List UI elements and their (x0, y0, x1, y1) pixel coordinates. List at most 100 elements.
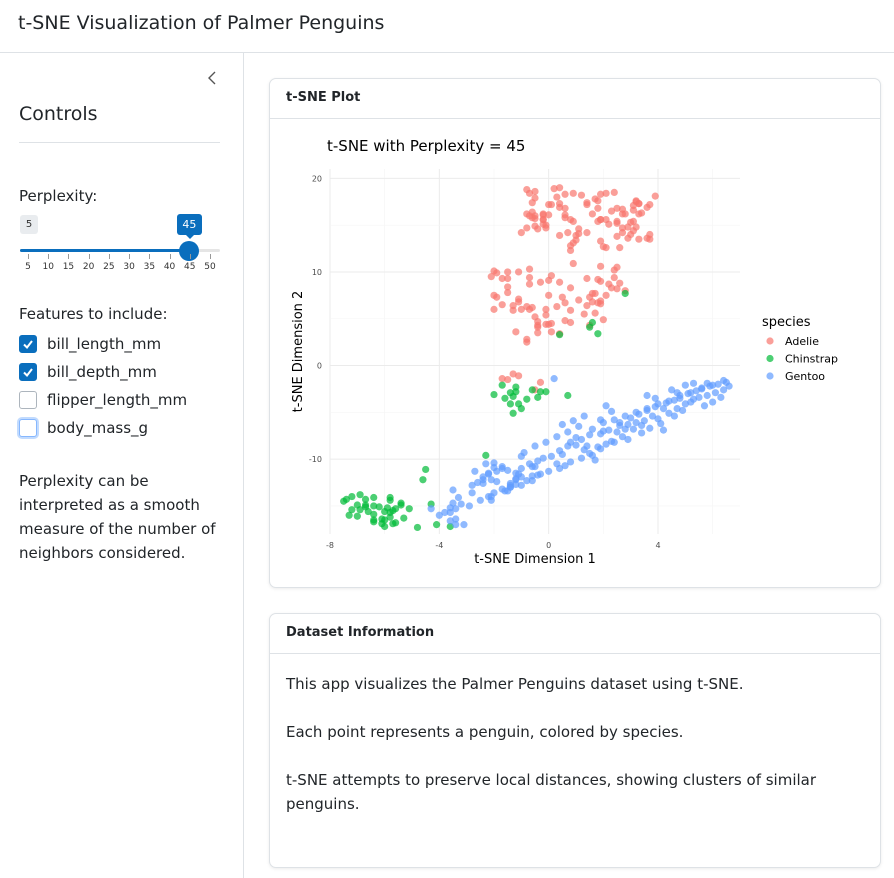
point-adelie (515, 372, 523, 380)
point-gentoo (621, 412, 629, 420)
y-tick-label: 0 (317, 362, 322, 371)
point-gentoo (610, 416, 618, 424)
point-chinstrap (370, 493, 378, 502)
point-gentoo (627, 414, 635, 422)
point-chinstrap (353, 512, 361, 520)
point-gentoo (695, 393, 703, 401)
point-chinstrap (542, 388, 550, 396)
point-gentoo (624, 420, 632, 429)
point-adelie (583, 229, 591, 237)
point-gentoo (517, 464, 525, 473)
point-adelie (523, 224, 531, 232)
point-adelie (504, 288, 512, 297)
point-gentoo (602, 440, 610, 448)
slider-tick-label: 35 (143, 262, 156, 272)
checkbox[interactable] (19, 391, 37, 409)
slider-fill (20, 249, 189, 252)
point-chinstrap (433, 521, 441, 529)
point-adelie (504, 283, 512, 291)
legend-label: Gentoo (785, 370, 825, 383)
slider-tick (149, 254, 151, 259)
point-adelie (550, 185, 558, 193)
point-adelie (515, 268, 523, 276)
point-adelie (542, 311, 550, 319)
point-adelie (594, 197, 602, 205)
point-chinstrap (340, 497, 348, 505)
point-gentoo (449, 486, 457, 494)
slider-tick (189, 254, 191, 259)
point-adelie (605, 280, 613, 288)
checkbox[interactable] (19, 335, 37, 353)
point-adelie (561, 190, 569, 198)
point-gentoo (479, 479, 487, 488)
chevron-left-icon[interactable] (204, 69, 222, 87)
point-gentoo (599, 427, 607, 435)
point-adelie (588, 210, 596, 218)
point-gentoo (629, 425, 637, 433)
point-adelie (525, 273, 534, 282)
point-adelie (597, 262, 605, 270)
info-paragraph: t-SNE attempts to preserve local distanc… (286, 771, 817, 813)
point-gentoo (493, 477, 501, 486)
checkbox[interactable] (19, 419, 37, 437)
point-adelie (594, 217, 602, 226)
point-adelie (523, 185, 531, 194)
feature-checkbox-flipper-length-mm[interactable]: flipper_length_mm (19, 389, 187, 411)
point-gentoo (487, 476, 495, 484)
point-gentoo (577, 435, 586, 444)
point-adelie (616, 279, 624, 287)
point-chinstrap (446, 522, 454, 531)
slider-handle[interactable] (178, 241, 199, 261)
point-gentoo (720, 386, 728, 394)
point-gentoo (657, 419, 665, 428)
legend-key (766, 354, 774, 363)
point-gentoo (482, 460, 490, 468)
app-title: t-SNE Visualization of Palmer Penguins (18, 12, 385, 34)
point-gentoo (709, 398, 717, 406)
point-gentoo (692, 387, 700, 395)
checkbox[interactable] (19, 363, 37, 381)
point-adelie (583, 200, 591, 209)
feature-checkbox-body-mass-g[interactable]: body_mass_g (19, 417, 148, 439)
legend-key (766, 337, 774, 345)
slider-tick (68, 254, 70, 259)
point-adelie (599, 243, 607, 251)
point-chinstrap (422, 465, 430, 474)
point-adelie (638, 209, 646, 217)
point-adelie (613, 232, 621, 240)
point-adelie (580, 310, 588, 318)
point-gentoo (717, 393, 725, 401)
point-chinstrap (405, 505, 413, 513)
point-adelie (528, 303, 536, 312)
point-gentoo (577, 454, 586, 462)
point-chinstrap (370, 502, 378, 510)
point-gentoo (659, 404, 668, 413)
point-adelie (536, 278, 545, 286)
point-gentoo (725, 382, 733, 390)
point-gentoo (572, 441, 580, 449)
point-adelie (597, 190, 605, 198)
feature-checkbox-bill-depth-mm[interactable]: bill_depth_mm (19, 361, 157, 383)
point-chinstrap (506, 400, 514, 408)
point-gentoo (679, 406, 687, 415)
point-adelie (566, 215, 575, 224)
point-adelie (556, 184, 564, 192)
point-chinstrap (386, 496, 394, 504)
point-adelie (523, 302, 531, 311)
point-gentoo (700, 402, 709, 410)
point-gentoo (501, 487, 509, 495)
x-tick-label: 0 (546, 541, 551, 550)
slider-tick-label: 20 (82, 262, 95, 272)
slider-tick (169, 254, 171, 259)
point-adelie (616, 244, 624, 252)
point-gentoo (427, 505, 435, 513)
feature-checkbox-bill-length-mm[interactable]: bill_length_mm (19, 333, 161, 355)
point-adelie (547, 328, 555, 336)
point-gentoo (534, 457, 542, 465)
point-gentoo (709, 381, 717, 389)
point-adelie (539, 211, 547, 219)
point-gentoo (591, 456, 599, 464)
point-adelie (618, 229, 627, 237)
point-chinstrap (413, 523, 422, 532)
checkbox-label: flipper_length_mm (47, 391, 188, 409)
